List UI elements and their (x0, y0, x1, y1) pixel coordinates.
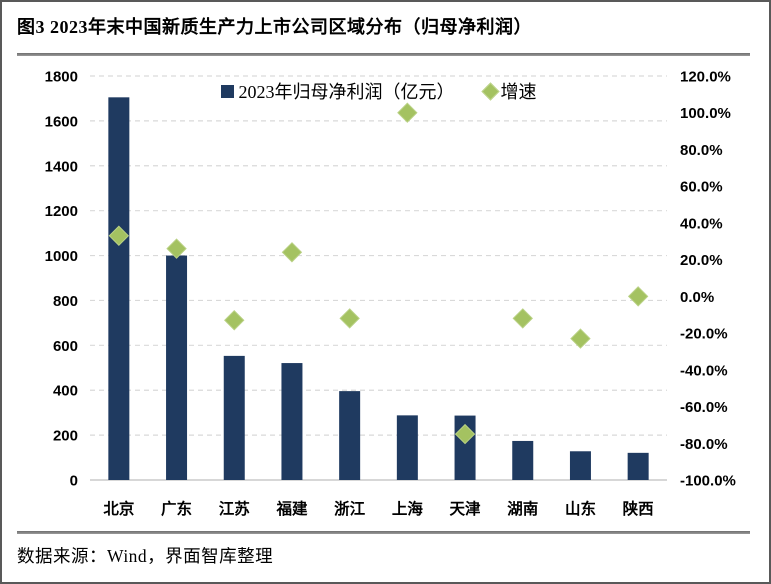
bar-福建 (281, 363, 303, 480)
y2-axis-tick: -60.0% (680, 399, 728, 416)
y2-axis-tick: 120.0% (680, 69, 731, 86)
y2-axis-tick: -80.0% (680, 436, 728, 453)
growth-diamond-浙江 (339, 308, 360, 329)
growth-diamond-湖南 (512, 308, 533, 329)
growth-diamond-山东 (570, 328, 591, 349)
bar-浙江 (339, 391, 361, 480)
x-axis-tick: 福建 (275, 499, 308, 518)
growth-diamond-江苏 (224, 310, 245, 331)
x-axis-tick: 江苏 (219, 499, 251, 518)
chart-area: 1800 1600 1400 1200 1000 800 600 400 200 0 120.0% 1… (2, 56, 769, 526)
navy-square-icon (220, 84, 234, 98)
y-axis-tick: 0 (70, 473, 78, 490)
x-axis-tick: 广东 (161, 499, 192, 518)
green-diamond-icon (480, 81, 500, 101)
x-axis-tick: 湖南 (507, 499, 538, 518)
y-axis-tick: 1200 (45, 203, 78, 220)
bar-上海 (396, 415, 418, 480)
bar-陕西 (627, 452, 649, 480)
source-note: 数据来源：Wind，界面智库整理 (17, 546, 274, 566)
growth-diamond-陕西 (627, 286, 649, 307)
y-axis-tick: 800 (53, 293, 78, 310)
y-axis-tick: 1600 (45, 113, 78, 130)
y2-axis-tick: 60.0% (680, 179, 723, 196)
title-divider (17, 53, 750, 56)
legend-label-growth: 增速 (500, 82, 537, 102)
bar-广东 (166, 255, 188, 480)
y2-axis-tick: 20.0% (680, 252, 723, 269)
y2-axis-tick: 80.0% (680, 142, 723, 159)
bar-江苏 (223, 355, 245, 480)
legend-label-profit: 2023年归母净利润（亿元） (238, 82, 455, 102)
y2-axis-tick: -100.0% (680, 473, 736, 490)
y2-axis-tick: 0.0% (680, 289, 714, 306)
x-axis-tick: 天津 (450, 500, 482, 518)
x-axis-tick: 陕西 (623, 499, 654, 518)
growth-diamond-北京 (108, 225, 130, 246)
x-axis-tick: 山东 (565, 499, 596, 518)
legend-item-growth: 增速 (480, 78, 537, 104)
x-axis-tick: 上海 (392, 499, 424, 518)
bar-北京 (108, 97, 130, 481)
y-axis-tick: 600 (53, 338, 78, 355)
y2-axis-tick: 100.0% (680, 105, 731, 122)
y2-axis-tick: 40.0% (680, 215, 723, 232)
y2-axis-tick: -20.0% (680, 326, 728, 343)
x-axis-tick: 北京 (103, 499, 134, 518)
figure-title: 图3 2023年末中国新质生产力上市公司区域分布（归母净利润） (17, 17, 532, 37)
y-axis-tick: 1400 (45, 158, 78, 175)
x-axis-tick: 浙江 (334, 499, 366, 518)
bar-山东 (569, 451, 591, 480)
y2-axis-tick: -40.0% (680, 362, 728, 379)
y-axis-tick: 400 (53, 383, 78, 400)
legend-item-profit: 2023年归母净利润（亿元） (220, 78, 455, 104)
growth-diamond-天津 (454, 423, 476, 445)
y-axis-tick: 200 (53, 428, 78, 445)
combo-chart: 1800 1600 1400 1200 1000 800 600 400 200 0 120.0% 1… (45, 69, 736, 519)
y-axis-tick: 1000 (45, 248, 78, 265)
growth-diamond-上海 (397, 102, 418, 123)
y-axis-tick: 1800 (45, 69, 78, 86)
growth-diamond-广东 (166, 238, 187, 259)
bar-湖南 (512, 440, 534, 480)
chart-legend: 2023年归母净利润（亿元） 增速 (90, 78, 667, 104)
footer-divider (17, 531, 750, 534)
growth-diamond-福建 (281, 242, 303, 263)
